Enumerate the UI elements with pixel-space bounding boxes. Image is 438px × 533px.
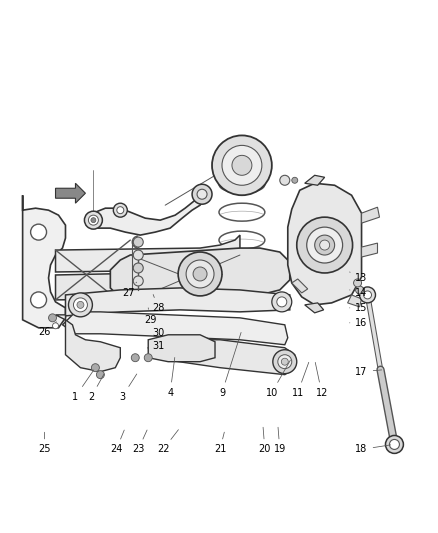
Circle shape <box>360 287 375 303</box>
Circle shape <box>192 184 212 204</box>
Text: 12: 12 <box>315 362 328 398</box>
Text: 22: 22 <box>157 430 178 455</box>
Text: 24: 24 <box>110 430 124 455</box>
Text: 13: 13 <box>350 272 367 283</box>
Circle shape <box>53 323 59 329</box>
Text: 31: 31 <box>152 335 164 351</box>
Circle shape <box>297 217 353 273</box>
Text: 15: 15 <box>350 303 368 313</box>
Circle shape <box>133 237 143 247</box>
Circle shape <box>91 217 96 223</box>
Polygon shape <box>23 195 66 328</box>
Circle shape <box>385 435 403 454</box>
Circle shape <box>31 224 46 240</box>
Polygon shape <box>305 303 324 313</box>
Circle shape <box>88 215 99 225</box>
Circle shape <box>278 355 292 369</box>
Circle shape <box>113 203 127 217</box>
Text: 1: 1 <box>72 370 94 401</box>
Text: 28: 28 <box>152 295 164 313</box>
Polygon shape <box>305 175 325 185</box>
Circle shape <box>96 370 104 378</box>
Polygon shape <box>148 340 295 375</box>
Circle shape <box>232 155 252 175</box>
Circle shape <box>356 286 364 294</box>
Polygon shape <box>361 207 379 223</box>
Text: 25: 25 <box>38 432 51 455</box>
Polygon shape <box>348 295 361 307</box>
Circle shape <box>131 354 139 362</box>
Text: 10: 10 <box>266 360 290 398</box>
Circle shape <box>277 297 287 307</box>
Text: 2: 2 <box>88 374 104 401</box>
Polygon shape <box>56 315 120 372</box>
Text: 26: 26 <box>39 322 57 337</box>
Text: 9: 9 <box>219 333 241 398</box>
Circle shape <box>197 189 207 199</box>
Circle shape <box>133 276 143 286</box>
Polygon shape <box>63 312 288 345</box>
Text: 20: 20 <box>259 427 271 455</box>
Circle shape <box>212 135 272 195</box>
Circle shape <box>353 279 361 287</box>
Circle shape <box>186 260 214 288</box>
Circle shape <box>292 177 298 183</box>
Circle shape <box>280 175 290 185</box>
Circle shape <box>389 439 399 449</box>
Circle shape <box>222 146 262 185</box>
Circle shape <box>273 350 297 374</box>
Text: 21: 21 <box>214 432 226 455</box>
Circle shape <box>85 211 102 229</box>
Polygon shape <box>66 288 290 316</box>
Text: 17: 17 <box>355 367 381 377</box>
Circle shape <box>31 292 46 308</box>
Circle shape <box>281 358 288 365</box>
Circle shape <box>92 364 99 372</box>
Text: 11: 11 <box>292 362 309 398</box>
Circle shape <box>74 298 88 312</box>
Circle shape <box>144 354 152 362</box>
Polygon shape <box>90 190 205 235</box>
Polygon shape <box>148 335 215 362</box>
Circle shape <box>117 207 124 214</box>
Polygon shape <box>361 243 378 257</box>
Circle shape <box>320 240 330 250</box>
Polygon shape <box>56 183 85 203</box>
Circle shape <box>133 263 143 273</box>
Polygon shape <box>110 248 290 302</box>
Polygon shape <box>292 279 308 293</box>
Text: 19: 19 <box>274 427 286 455</box>
Text: 29: 29 <box>144 308 156 325</box>
Text: 23: 23 <box>132 430 147 455</box>
Circle shape <box>272 292 292 312</box>
Text: 14: 14 <box>350 288 367 298</box>
Polygon shape <box>288 183 361 305</box>
Polygon shape <box>56 265 240 300</box>
Circle shape <box>77 301 84 309</box>
Text: 30: 30 <box>152 322 164 338</box>
Circle shape <box>307 227 343 263</box>
Text: 3: 3 <box>119 374 137 401</box>
Circle shape <box>133 250 143 260</box>
Polygon shape <box>56 235 240 272</box>
Text: 16: 16 <box>350 318 367 328</box>
Circle shape <box>49 314 57 322</box>
Circle shape <box>68 293 92 317</box>
Text: 18: 18 <box>355 445 391 455</box>
Circle shape <box>178 252 222 296</box>
Circle shape <box>314 235 335 255</box>
Circle shape <box>193 267 207 281</box>
Circle shape <box>364 291 371 299</box>
Text: 4: 4 <box>167 358 175 398</box>
Text: 27: 27 <box>122 282 137 298</box>
